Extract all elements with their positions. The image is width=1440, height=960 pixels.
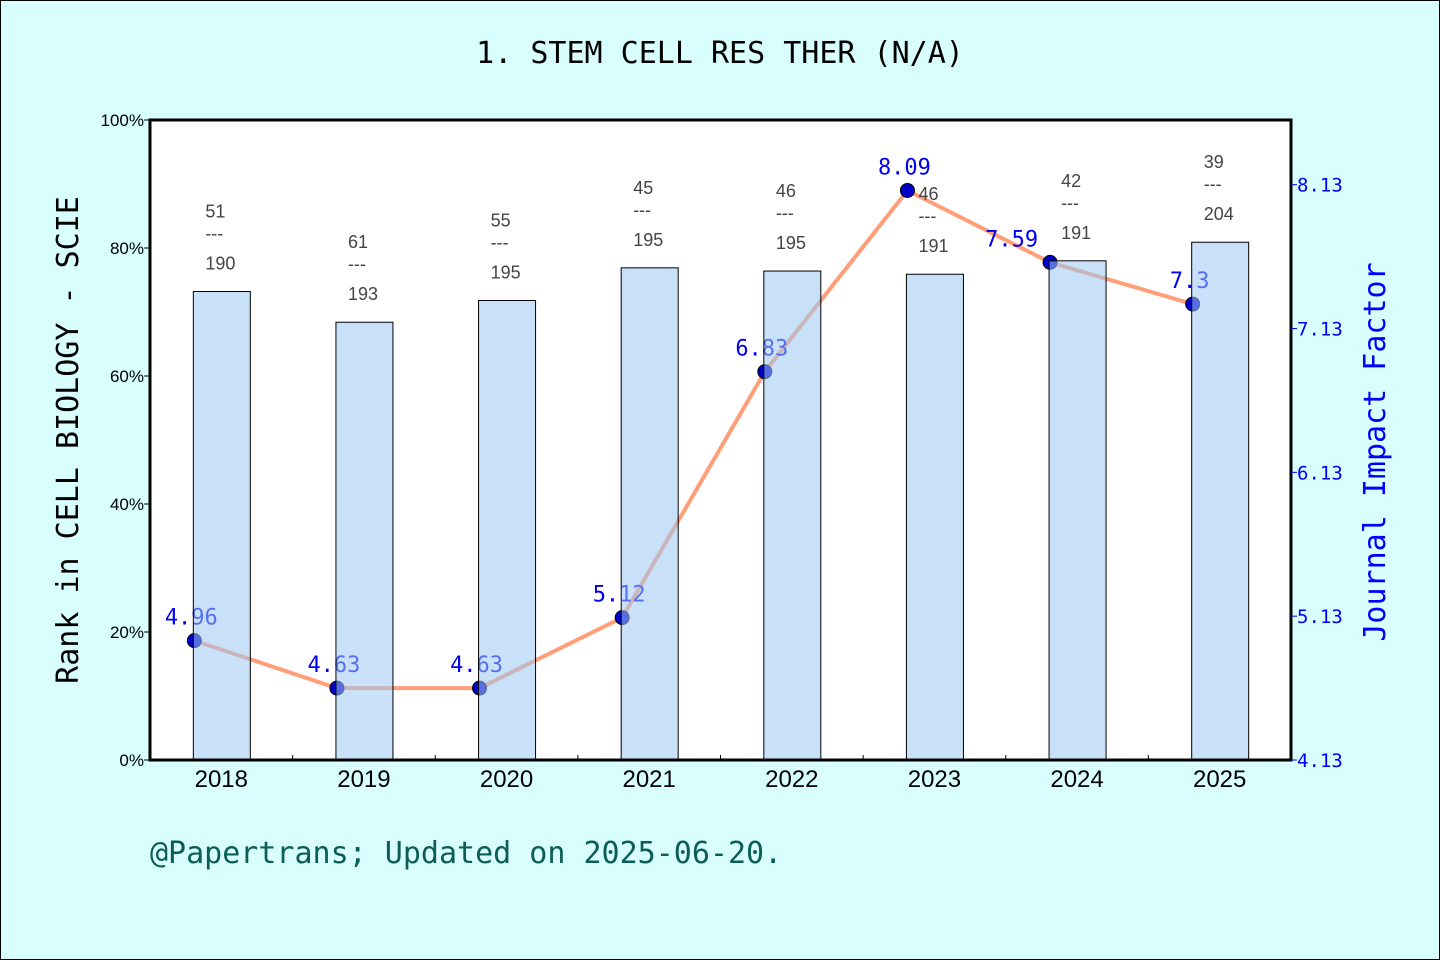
right-axis-title: Journal Impact Factor xyxy=(1358,262,1393,641)
left-tick-label: 0% xyxy=(119,751,144,770)
total-label: 204 xyxy=(1204,204,1234,224)
total-label: 195 xyxy=(633,230,663,250)
x-tick-label: 2023 xyxy=(908,766,961,793)
rank-label: 46 xyxy=(918,184,938,204)
rank-divider: --- xyxy=(1204,174,1222,194)
x-tick-label: 2018 xyxy=(195,766,248,793)
rank-divider: --- xyxy=(633,200,651,220)
right-tick-label: 7.13 xyxy=(1297,319,1343,341)
rank-bar xyxy=(1191,241,1250,761)
total-label: 193 xyxy=(348,284,378,304)
rank-divider: --- xyxy=(205,224,223,244)
total-label: 191 xyxy=(1061,223,1091,243)
right-tick-label: 5.13 xyxy=(1297,606,1343,628)
rank-label: 51 xyxy=(205,202,225,222)
chart-title: 1. STEM CELL RES THER (N/A) xyxy=(476,36,964,71)
left-axis-title: Rank in CELL BIOLOGY - SCIE xyxy=(51,196,86,684)
rank-divider: --- xyxy=(918,206,936,226)
rank-bar xyxy=(192,291,251,761)
rank-label: 46 xyxy=(776,181,796,201)
impact-factor-label: 7.59 xyxy=(985,227,1038,252)
left-tick-label: 80% xyxy=(110,239,144,258)
x-tick-label: 2019 xyxy=(337,766,390,793)
rank-bar xyxy=(1048,260,1107,761)
left-tick-label: 60% xyxy=(110,367,144,386)
total-label: 191 xyxy=(918,236,948,256)
left-tick-label: 40% xyxy=(110,495,144,514)
x-tick-label: 2020 xyxy=(480,766,533,793)
rank-label: 61 xyxy=(348,232,368,252)
rank-divider: --- xyxy=(776,203,794,223)
total-label: 195 xyxy=(491,262,521,282)
rank-label: 55 xyxy=(491,210,511,230)
right-tick-label: 4.13 xyxy=(1297,750,1343,772)
rank-bar xyxy=(763,270,822,761)
rank-label: 42 xyxy=(1061,171,1081,191)
x-tick-label: 2024 xyxy=(1050,766,1103,793)
x-tick-label: 2021 xyxy=(622,766,675,793)
impact-factor-marker xyxy=(899,182,915,198)
rank-divider: --- xyxy=(1061,193,1079,213)
right-tick-label: 6.13 xyxy=(1297,462,1343,484)
rank-bar xyxy=(478,299,537,761)
rank-bar xyxy=(620,267,679,761)
left-tick-label: 20% xyxy=(110,623,144,642)
total-label: 195 xyxy=(776,233,806,253)
rank-divider: --- xyxy=(348,254,366,274)
rank-label: 45 xyxy=(633,178,653,198)
footer-credit: @Papertrans; Updated on 2025-06-20. xyxy=(150,836,783,871)
x-tick-label: 2022 xyxy=(765,766,818,793)
rank-bar xyxy=(335,321,394,761)
rank-divider: --- xyxy=(491,232,509,252)
total-label: 190 xyxy=(205,254,235,274)
left-tick-label: 100% xyxy=(101,111,144,130)
plot-border xyxy=(148,118,1293,762)
rank-bar xyxy=(905,273,964,761)
rank-label: 39 xyxy=(1204,152,1224,172)
x-tick-label: 2025 xyxy=(1193,766,1246,793)
impact-factor-label: 8.09 xyxy=(878,155,931,180)
right-tick-label: 8.13 xyxy=(1297,175,1343,197)
